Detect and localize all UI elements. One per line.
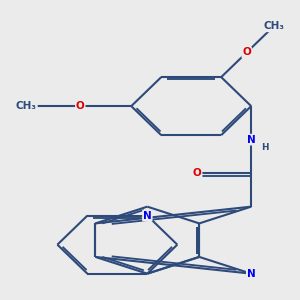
Text: N: N: [247, 269, 256, 279]
Text: CH₃: CH₃: [263, 21, 284, 31]
Text: O: O: [76, 101, 85, 111]
Text: O: O: [193, 168, 202, 178]
Text: N: N: [247, 135, 256, 145]
Text: H: H: [262, 142, 269, 152]
Text: N: N: [143, 211, 152, 220]
Text: O: O: [242, 47, 251, 57]
Text: CH₃: CH₃: [16, 101, 37, 111]
